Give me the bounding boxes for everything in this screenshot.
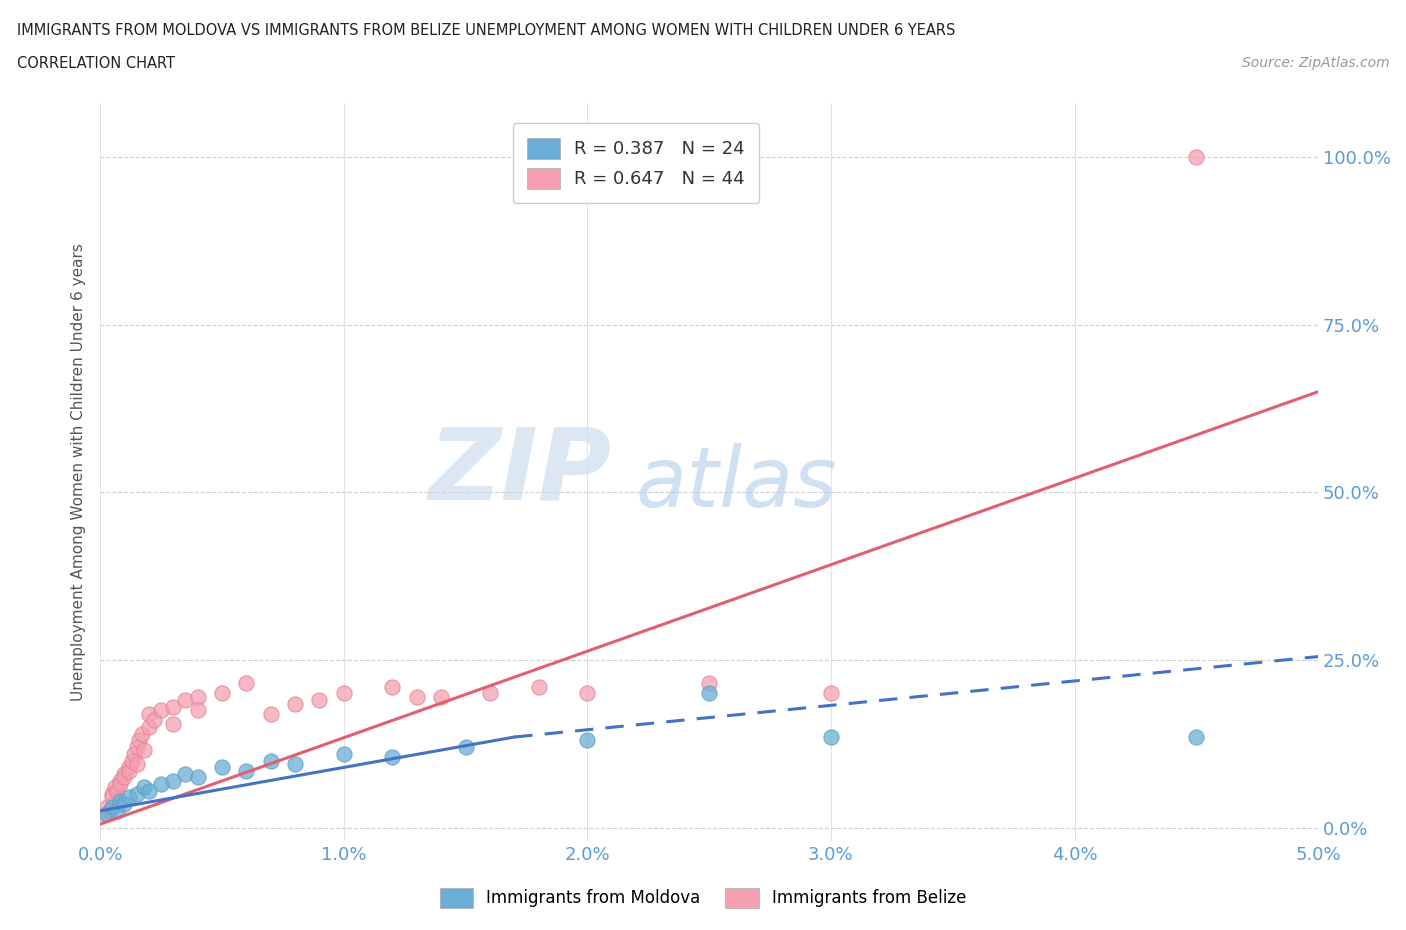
Point [131, 726, 153, 741]
Point [576, 733, 599, 748]
Point [284, 696, 307, 711]
Point [405, 689, 427, 704]
Point [132, 743, 155, 758]
Point [527, 679, 550, 694]
Point [430, 689, 453, 704]
Point [125, 756, 148, 771]
Point [108, 773, 131, 788]
Point [820, 730, 842, 745]
Point [381, 679, 404, 694]
Point [174, 766, 197, 781]
Point [211, 760, 233, 775]
Point [138, 706, 160, 721]
Point [332, 686, 354, 701]
Point [162, 716, 184, 731]
Point [101, 790, 124, 804]
Point [138, 720, 160, 735]
Point [211, 686, 233, 701]
Point [128, 733, 150, 748]
Point [105, 783, 128, 798]
Legend: R = 0.387   N = 24, R = 0.647   N = 44: R = 0.387 N = 24, R = 0.647 N = 44 [513, 124, 759, 203]
Point [259, 706, 281, 721]
Point [259, 753, 281, 768]
Point [150, 703, 173, 718]
Point [697, 686, 720, 701]
Legend: Immigrants from Moldova, Immigrants from Belize: Immigrants from Moldova, Immigrants from… [433, 882, 973, 914]
Point [478, 686, 501, 701]
Point [576, 686, 599, 701]
Point [98, 804, 121, 818]
Text: atlas: atlas [636, 443, 838, 524]
Text: CORRELATION CHART: CORRELATION CHART [17, 56, 174, 71]
Point [96, 800, 118, 815]
Point [187, 689, 209, 704]
Point [101, 787, 124, 802]
Point [118, 790, 141, 804]
Point [114, 770, 136, 785]
Point [125, 739, 148, 754]
Point [105, 804, 128, 818]
Point [235, 764, 257, 778]
Point [108, 793, 131, 808]
Point [122, 747, 145, 762]
Point [332, 747, 354, 762]
Point [187, 770, 209, 785]
Text: Source: ZipAtlas.com: Source: ZipAtlas.com [1241, 56, 1389, 70]
Point [454, 739, 477, 754]
Point [114, 766, 136, 781]
Point [108, 777, 131, 791]
Text: IMMIGRANTS FROM MOLDOVA VS IMMIGRANTS FROM BELIZE UNEMPLOYMENT AMONG WOMEN WITH : IMMIGRANTS FROM MOLDOVA VS IMMIGRANTS FR… [17, 23, 955, 38]
Point [150, 777, 173, 791]
Point [94, 806, 117, 821]
Point [104, 780, 127, 795]
Point [697, 676, 720, 691]
Point [101, 800, 124, 815]
Point [132, 780, 155, 795]
Point [118, 760, 141, 775]
Point [284, 756, 307, 771]
Point [162, 699, 184, 714]
Text: ZIP: ZIP [429, 424, 612, 521]
Point [138, 783, 160, 798]
Y-axis label: Unemployment Among Women with Children Under 6 years: Unemployment Among Women with Children U… [72, 244, 86, 701]
Point [381, 750, 404, 764]
Point [162, 773, 184, 788]
Point [114, 797, 136, 812]
Point [308, 693, 330, 708]
Point [118, 764, 141, 778]
Point [1185, 730, 1208, 745]
Point [142, 712, 165, 727]
Point [96, 806, 118, 821]
Point [235, 676, 257, 691]
Point [820, 686, 842, 701]
Point [121, 753, 143, 768]
Point [187, 703, 209, 718]
Point [174, 693, 197, 708]
Point [1185, 150, 1208, 165]
Point [125, 787, 148, 802]
